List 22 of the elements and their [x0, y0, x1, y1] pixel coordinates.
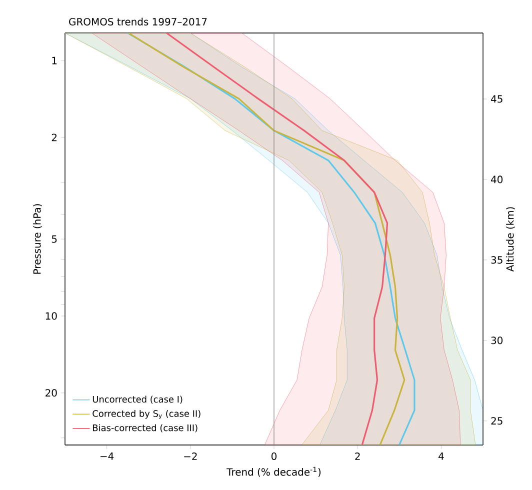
y2-axis-title: Altitude (km) — [506, 207, 515, 272]
x-tick-label: 2 — [355, 452, 360, 460]
y-tick-label: 10 — [46, 312, 57, 320]
y2-tick-label: 30 — [491, 336, 503, 344]
x-tick-label: −4 — [100, 452, 114, 460]
y-tick-label: 5 — [52, 235, 57, 243]
legend-label: Corrected by S$_{y}$ (case II) — [92, 410, 200, 420]
y-tick-label: 20 — [46, 389, 57, 397]
x-axis-title: Trend (% decade$^{-1}$) — [226, 466, 321, 477]
y2-tick-label: 25 — [491, 417, 502, 425]
y-axis-title: Pressure (hPa) — [33, 204, 42, 274]
y-tick-label: 1 — [52, 56, 57, 64]
x-tick-label: −2 — [184, 452, 197, 460]
y2-tick-label: 40 — [491, 176, 503, 184]
y2-tick-label: 45 — [491, 95, 502, 103]
x-tick-label: 0 — [271, 452, 277, 460]
x-tick-label: 4 — [438, 452, 444, 460]
legend-label: Uncorrected (case I) — [92, 396, 182, 404]
y2-tick-label: 35 — [491, 256, 502, 264]
legend-label: Bias-corrected (case III) — [93, 424, 198, 432]
chart-title: GROMOS trends 1997–2017 — [69, 18, 207, 26]
y-tick-label: 2 — [52, 134, 56, 142]
